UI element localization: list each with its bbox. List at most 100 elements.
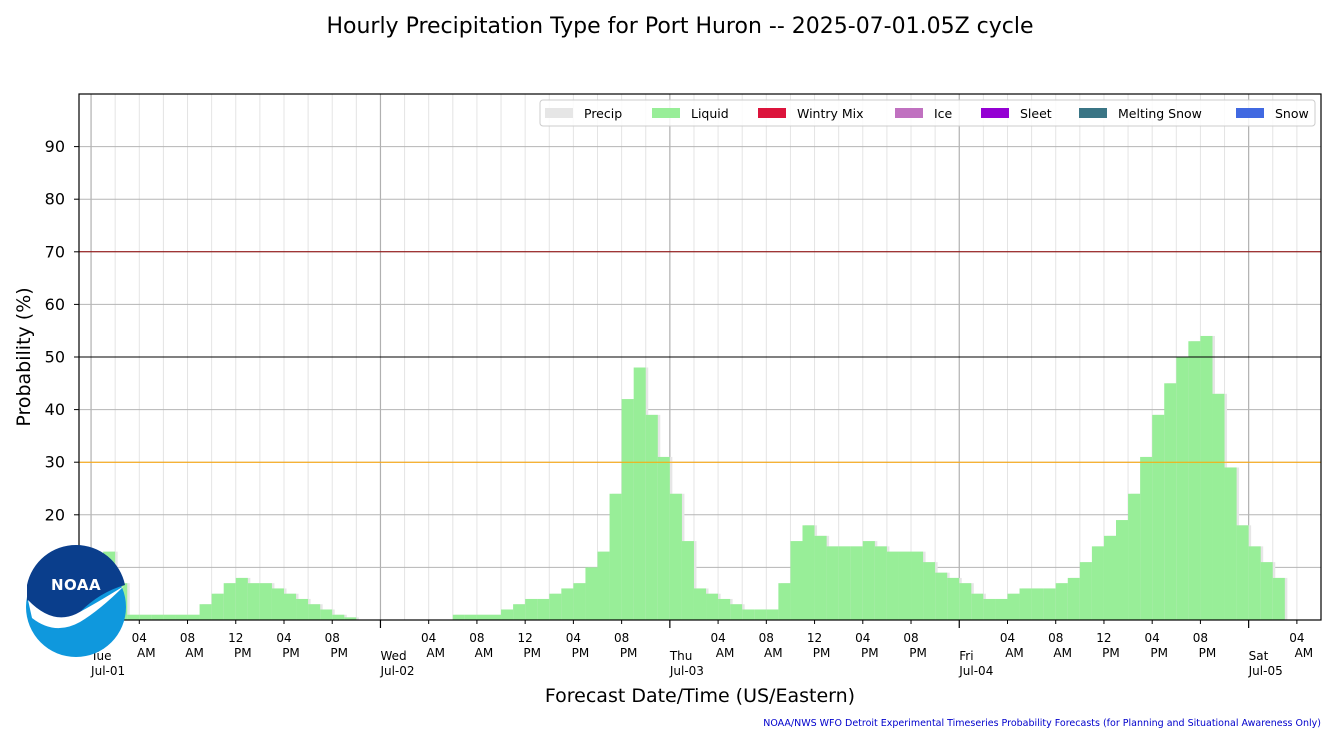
x-hour-label: 08 xyxy=(180,631,195,645)
legend-swatch xyxy=(895,108,923,118)
liquid-bar xyxy=(706,593,719,620)
noaa-logo-text: NOAA xyxy=(51,576,101,594)
legend-label: Ice xyxy=(934,106,953,121)
liquid-bar xyxy=(344,617,357,620)
chart-title: Hourly Precipitation Type for Port Huron… xyxy=(326,14,1033,39)
legend-label: Sleet xyxy=(1020,106,1052,121)
liquid-bar xyxy=(1272,577,1285,620)
liquid-bar xyxy=(271,588,284,620)
x-hour-label: 04 xyxy=(1000,631,1015,645)
liquid-bar xyxy=(163,614,176,620)
liquid-bar xyxy=(886,551,899,620)
x-hour-label: 04 xyxy=(1289,631,1304,645)
x-date-label: Jul-04 xyxy=(958,664,993,678)
x-ampm-label: PM xyxy=(813,646,831,660)
liquid-bar xyxy=(850,546,863,620)
liquid-bar xyxy=(766,609,779,620)
legend-label: Liquid xyxy=(691,106,729,121)
x-hour-label: 04 xyxy=(421,631,436,645)
liquid-bar xyxy=(1140,456,1153,620)
x-ampm-label: AM xyxy=(137,646,156,660)
liquid-bar xyxy=(585,567,598,620)
legend-box xyxy=(539,99,1316,127)
liquid-bar xyxy=(693,588,707,620)
x-ampm-label: AM xyxy=(1053,646,1072,660)
liquid-bar xyxy=(549,593,562,620)
liquid-bar xyxy=(247,583,260,620)
liquid-bar xyxy=(1103,535,1117,620)
x-hour-label: 04 xyxy=(710,631,725,645)
liquid-bar xyxy=(802,525,815,620)
liquid-bar xyxy=(573,583,586,620)
x-ampm-label: AM xyxy=(426,646,445,660)
liquid-bar xyxy=(199,604,212,620)
liquid-bar xyxy=(283,593,297,620)
x-ampm-label: PM xyxy=(1199,646,1217,660)
liquid-bar xyxy=(320,609,333,620)
liquid-bar xyxy=(1176,357,1189,620)
liquid-bar xyxy=(308,604,321,620)
liquid-bar xyxy=(718,598,731,620)
liquid-bar xyxy=(1224,467,1237,620)
liquid-bar xyxy=(633,367,646,620)
x-hour-label: 08 xyxy=(759,631,774,645)
liquid-bar xyxy=(235,577,248,620)
liquid-bar xyxy=(911,551,924,620)
x-ampm-label: AM xyxy=(1005,646,1024,660)
x-date-label: Jul-05 xyxy=(1248,664,1283,678)
x-ampm-label: AM xyxy=(475,646,494,660)
liquid-bar xyxy=(790,541,803,620)
x-hour-label: 08 xyxy=(325,631,340,645)
y-tick-label: 50 xyxy=(45,348,65,367)
liquid-bar xyxy=(175,614,188,620)
x-ampm-label: PM xyxy=(523,646,541,660)
x-ampm-label: PM xyxy=(620,646,638,660)
liquid-bar xyxy=(609,493,622,620)
legend-swatch xyxy=(1236,108,1264,118)
liquid-bar xyxy=(151,614,164,620)
liquid-bar xyxy=(1212,393,1225,620)
liquid-bar xyxy=(1128,493,1141,620)
x-hour-label: 08 xyxy=(469,631,484,645)
liquid-bar xyxy=(983,598,996,620)
liquid-bar xyxy=(1236,525,1249,620)
x-hour-label: 08 xyxy=(1048,631,1063,645)
x-day-label: Sat xyxy=(1249,649,1269,663)
liquid-bar xyxy=(898,551,912,620)
x-hour-label: 04 xyxy=(855,631,870,645)
liquid-bar xyxy=(1200,335,1213,620)
liquid-bar xyxy=(187,614,200,620)
y-axis-label: Probability (%) xyxy=(13,287,35,426)
bars xyxy=(103,335,1288,620)
y-tick-label: 30 xyxy=(45,453,65,472)
liquid-bar xyxy=(730,604,743,620)
noaa-logo: NOAA xyxy=(26,544,126,657)
liquid-bar xyxy=(1164,383,1177,620)
x-hour-label: 04 xyxy=(132,631,147,645)
liquid-bar xyxy=(597,551,610,620)
x-ampm-label: PM xyxy=(282,646,300,660)
liquid-bar xyxy=(1007,593,1020,620)
liquid-bar xyxy=(452,614,465,620)
liquid-bar xyxy=(669,493,682,620)
liquid-bar xyxy=(935,572,948,620)
y-tick-label: 20 xyxy=(45,505,65,524)
legend-label: Precip xyxy=(584,106,622,121)
liquid-bar xyxy=(1055,583,1068,620)
x-ampm-label: PM xyxy=(330,646,348,660)
x-hour-label: 04 xyxy=(276,631,291,645)
x-hour-label: 12 xyxy=(1096,631,1111,645)
liquid-bar xyxy=(127,614,140,620)
liquid-bar xyxy=(513,604,526,620)
x-hour-label: 12 xyxy=(518,631,533,645)
liquid-bar xyxy=(742,609,755,620)
liquid-bar xyxy=(959,583,972,620)
liquid-bar xyxy=(971,593,984,620)
liquid-bar xyxy=(1260,562,1273,620)
x-ampm-label: AM xyxy=(1295,646,1314,660)
y-tick-label: 90 xyxy=(45,137,65,156)
noaa-logo-gull xyxy=(28,586,124,629)
legend-swatch xyxy=(758,108,786,118)
liquid-bar xyxy=(525,598,538,620)
